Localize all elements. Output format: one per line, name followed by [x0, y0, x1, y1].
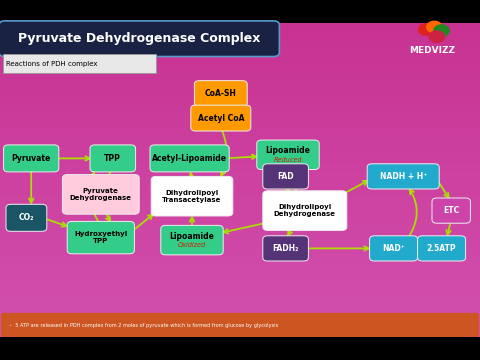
- FancyBboxPatch shape: [151, 176, 233, 216]
- FancyBboxPatch shape: [0, 140, 480, 149]
- FancyBboxPatch shape: [0, 297, 480, 305]
- FancyBboxPatch shape: [0, 101, 480, 109]
- FancyBboxPatch shape: [0, 250, 480, 258]
- FancyBboxPatch shape: [0, 195, 480, 203]
- Text: Dihydrolipoyl
Dehydrogenase: Dihydrolipoyl Dehydrogenase: [274, 204, 336, 217]
- FancyBboxPatch shape: [0, 70, 480, 78]
- Text: Reduced: Reduced: [274, 157, 302, 163]
- FancyBboxPatch shape: [0, 78, 480, 86]
- FancyBboxPatch shape: [0, 86, 480, 94]
- Text: Reactions of PDH complex: Reactions of PDH complex: [6, 61, 98, 67]
- Text: Dihydrolipoyl
Transacetylase: Dihydrolipoyl Transacetylase: [162, 190, 222, 203]
- FancyBboxPatch shape: [0, 219, 480, 227]
- FancyBboxPatch shape: [62, 175, 139, 214]
- Text: CO₂: CO₂: [19, 213, 34, 222]
- Text: Hydroxyethyl
TPP: Hydroxyethyl TPP: [74, 231, 127, 244]
- Text: Pyruvate: Pyruvate: [12, 154, 51, 163]
- FancyBboxPatch shape: [0, 337, 480, 360]
- FancyBboxPatch shape: [0, 180, 480, 188]
- FancyBboxPatch shape: [0, 282, 480, 289]
- FancyBboxPatch shape: [0, 227, 480, 235]
- FancyBboxPatch shape: [0, 21, 279, 57]
- FancyBboxPatch shape: [191, 105, 251, 131]
- Text: Acetyl-Lipoamide: Acetyl-Lipoamide: [152, 154, 227, 163]
- FancyBboxPatch shape: [0, 0, 480, 23]
- FancyBboxPatch shape: [0, 109, 480, 117]
- Text: Lipoamide: Lipoamide: [265, 146, 311, 155]
- Text: TPP: TPP: [104, 154, 121, 163]
- FancyBboxPatch shape: [367, 164, 439, 189]
- FancyBboxPatch shape: [0, 125, 480, 133]
- Text: Pyruvate
Dehydrogenase: Pyruvate Dehydrogenase: [70, 188, 132, 201]
- Text: CoA-SH: CoA-SH: [205, 89, 237, 98]
- FancyBboxPatch shape: [0, 289, 480, 297]
- FancyBboxPatch shape: [67, 221, 134, 254]
- FancyBboxPatch shape: [0, 31, 480, 39]
- FancyBboxPatch shape: [0, 328, 480, 337]
- FancyBboxPatch shape: [263, 236, 308, 261]
- Text: Acetyl CoA: Acetyl CoA: [198, 113, 244, 122]
- FancyBboxPatch shape: [263, 164, 308, 189]
- FancyBboxPatch shape: [0, 23, 480, 31]
- FancyBboxPatch shape: [0, 39, 480, 47]
- FancyBboxPatch shape: [0, 54, 480, 63]
- Text: ◦  5 ATP are released in PDH complex from 2 moles of pyruvate which is formed fr: ◦ 5 ATP are released in PDH complex from…: [9, 323, 278, 328]
- FancyBboxPatch shape: [0, 132, 480, 141]
- Text: FAD: FAD: [277, 172, 294, 181]
- FancyBboxPatch shape: [418, 236, 466, 261]
- FancyBboxPatch shape: [0, 117, 480, 125]
- FancyBboxPatch shape: [0, 242, 480, 251]
- FancyBboxPatch shape: [257, 140, 319, 170]
- FancyBboxPatch shape: [0, 172, 480, 180]
- FancyBboxPatch shape: [194, 81, 247, 107]
- Circle shape: [419, 24, 434, 35]
- Text: FADH₂: FADH₂: [272, 244, 299, 253]
- FancyBboxPatch shape: [0, 258, 480, 266]
- FancyBboxPatch shape: [0, 234, 480, 243]
- FancyBboxPatch shape: [370, 236, 418, 261]
- Text: NAD⁺: NAD⁺: [382, 244, 405, 253]
- FancyBboxPatch shape: [0, 203, 480, 211]
- FancyBboxPatch shape: [0, 274, 480, 282]
- Circle shape: [434, 25, 449, 36]
- FancyBboxPatch shape: [0, 320, 480, 329]
- FancyBboxPatch shape: [0, 62, 480, 71]
- FancyBboxPatch shape: [3, 54, 156, 73]
- FancyBboxPatch shape: [0, 188, 480, 195]
- Text: 2.5ATP: 2.5ATP: [427, 244, 456, 253]
- Circle shape: [427, 21, 442, 33]
- Text: NADH + H⁺: NADH + H⁺: [380, 172, 427, 181]
- FancyBboxPatch shape: [150, 145, 229, 172]
- FancyBboxPatch shape: [161, 225, 223, 255]
- FancyBboxPatch shape: [0, 211, 480, 219]
- Text: Oxidized: Oxidized: [178, 242, 206, 248]
- Text: MEDVIZZ: MEDVIZZ: [409, 46, 455, 55]
- FancyBboxPatch shape: [1, 313, 479, 337]
- FancyBboxPatch shape: [4, 145, 59, 172]
- FancyBboxPatch shape: [0, 94, 480, 102]
- Circle shape: [429, 31, 444, 42]
- FancyBboxPatch shape: [0, 46, 480, 55]
- FancyBboxPatch shape: [432, 198, 470, 223]
- FancyBboxPatch shape: [0, 148, 480, 157]
- FancyBboxPatch shape: [0, 266, 480, 274]
- FancyBboxPatch shape: [263, 191, 347, 230]
- Text: ETC: ETC: [443, 206, 459, 215]
- FancyBboxPatch shape: [0, 164, 480, 172]
- FancyBboxPatch shape: [0, 313, 480, 321]
- FancyBboxPatch shape: [0, 156, 480, 164]
- Text: Pyruvate Dehydrogenase Complex: Pyruvate Dehydrogenase Complex: [18, 32, 260, 45]
- FancyBboxPatch shape: [0, 305, 480, 313]
- FancyBboxPatch shape: [90, 145, 135, 172]
- Text: Lipoamide: Lipoamide: [169, 231, 215, 240]
- FancyBboxPatch shape: [6, 204, 47, 231]
